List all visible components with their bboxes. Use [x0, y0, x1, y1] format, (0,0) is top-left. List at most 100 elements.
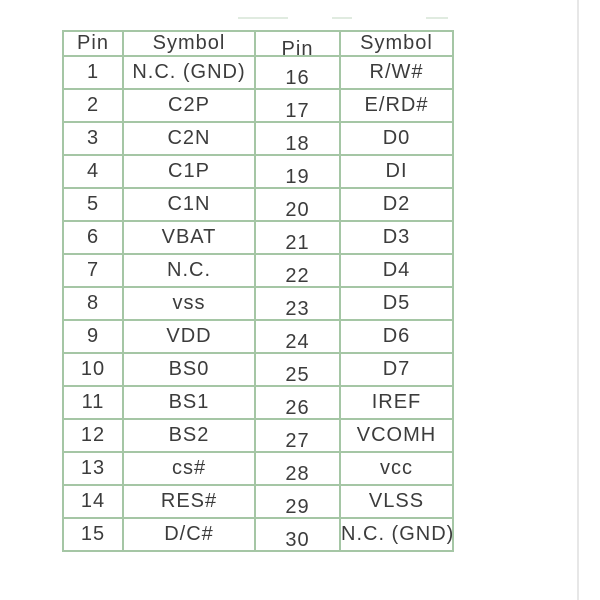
symbol-right-cell: E/RD# — [339, 88, 454, 123]
symbol-right: D3 — [382, 226, 411, 248]
table-row: 7 N.C. 22 D4 — [62, 253, 454, 288]
pin-number-right-cell: 21 — [254, 220, 341, 255]
cropped-table-remnant — [426, 17, 448, 19]
pin-number-right: 25 — [285, 364, 310, 386]
pin-number-right: 18 — [285, 133, 310, 155]
symbol-right: D0 — [382, 127, 411, 149]
table-row: 9 VDD 24 D6 — [62, 319, 454, 354]
symbol-left-cell: vss — [122, 286, 256, 321]
symbol-right: E/RD# — [364, 94, 429, 116]
table-row: 5 C1N 20 D2 — [62, 187, 454, 222]
symbol-left: vss — [172, 292, 206, 314]
symbol-right-cell: VLSS — [339, 484, 454, 519]
symbol-left-cell: N.C. (GND) — [122, 55, 256, 90]
pin-number-right-cell: 25 — [254, 352, 341, 387]
pin-number-right-cell: 20 — [254, 187, 341, 222]
pin-number-right-cell: 22 — [254, 253, 341, 288]
pin-number-right-cell: 28 — [254, 451, 341, 486]
symbol-left: cs# — [171, 457, 207, 479]
pin-number-left: 11 — [81, 391, 105, 413]
symbol-left: BS0 — [168, 358, 210, 380]
symbol-right: D7 — [382, 358, 411, 380]
pin-number-left: 2 — [86, 94, 100, 116]
pin-number-right: 28 — [285, 463, 310, 485]
header-pin-right-label: Pin — [281, 38, 314, 56]
pin-number-left-cell: 9 — [62, 319, 124, 354]
symbol-left-cell: D/C# — [122, 517, 256, 552]
symbol-right-cell: D4 — [339, 253, 454, 288]
pin-number-left-cell: 1 — [62, 55, 124, 90]
symbol-right-cell: D0 — [339, 121, 454, 156]
header-cell-symbol-left: Symbol — [122, 30, 256, 57]
pin-number-right: 17 — [285, 100, 310, 122]
pin-number-left-cell: 14 — [62, 484, 124, 519]
header-cell-pin-right: Pin — [254, 30, 341, 57]
pin-number-left-cell: 4 — [62, 154, 124, 189]
pin-number-left-cell: 12 — [62, 418, 124, 453]
pin-number-right: 20 — [285, 199, 310, 221]
page-edge-divider — [577, 0, 579, 600]
table-row: 8 vss 23 D5 — [62, 286, 454, 321]
symbol-left: BS1 — [168, 391, 210, 413]
table-row: 13 cs# 28 vcc — [62, 451, 454, 486]
table-row: 4 C1P 19 DI — [62, 154, 454, 189]
symbol-left: C1P — [168, 160, 210, 182]
pin-number-right-cell: 30 — [254, 517, 341, 552]
header-symbol-right-label: Symbol — [360, 32, 433, 54]
pin-number-left-cell: 3 — [62, 121, 124, 156]
pin-number-left-cell: 15 — [62, 517, 124, 552]
symbol-left: VDD — [166, 325, 212, 347]
table-row: 2 C2P 17 E/RD# — [62, 88, 454, 123]
table-row: 6 VBAT 21 D3 — [62, 220, 454, 255]
pin-number-right: 22 — [285, 265, 310, 287]
symbol-right-cell: D7 — [339, 352, 454, 387]
pin-number-left: 14 — [80, 490, 106, 512]
cropped-table-remnant — [332, 17, 352, 19]
header-cell-symbol-right: Symbol — [339, 30, 454, 57]
header-cell-pin-left: Pin — [62, 30, 124, 57]
symbol-left-cell: C2P — [122, 88, 256, 123]
pinout-table: Pin Symbol Pin Symbol 1 N.C. (GND) 16 R/W# 2… — [62, 30, 454, 552]
symbol-right: VLSS — [368, 490, 425, 512]
symbol-left: D/C# — [164, 523, 214, 545]
pin-number-left: 9 — [86, 325, 100, 347]
cropped-table-remnant — [238, 17, 288, 19]
symbol-right-cell: DI — [339, 154, 454, 189]
symbol-right-cell: D2 — [339, 187, 454, 222]
symbol-left: N.C. — [167, 259, 211, 281]
symbol-right-cell: vcc — [339, 451, 454, 486]
pin-number-left-cell: 11 — [62, 385, 124, 420]
pin-number-left-cell: 8 — [62, 286, 124, 321]
pin-number-right: 21 — [285, 232, 310, 254]
symbol-left-cell: N.C. — [122, 253, 256, 288]
symbol-left: C2N — [167, 127, 211, 149]
pin-number-right-cell: 24 — [254, 319, 341, 354]
symbol-right: D6 — [382, 325, 411, 347]
pin-number-right-cell: 19 — [254, 154, 341, 189]
symbol-left: N.C. (GND) — [132, 61, 246, 83]
pin-number-right: 27 — [285, 430, 310, 452]
pin-number-left-cell: 13 — [62, 451, 124, 486]
pin-number-right: 24 — [285, 331, 310, 353]
pin-number-right: 30 — [285, 529, 310, 551]
symbol-right-cell: R/W# — [339, 55, 454, 90]
pin-number-left: 3 — [86, 127, 100, 149]
pin-number-left-cell: 7 — [62, 253, 124, 288]
symbol-right: DI — [385, 160, 408, 182]
pin-number-right: 19 — [285, 166, 310, 188]
pin-number-left: 8 — [86, 292, 100, 314]
symbol-right: N.C. (GND) — [341, 523, 453, 545]
pinout-table-head: Pin Symbol Pin Symbol — [62, 30, 454, 57]
pin-number-left-cell: 2 — [62, 88, 124, 123]
header-row: Pin Symbol Pin Symbol — [62, 30, 454, 57]
header-symbol-left-label: Symbol — [152, 32, 226, 54]
pin-number-right-cell: 23 — [254, 286, 341, 321]
pin-number-right-cell: 26 — [254, 385, 341, 420]
symbol-left-cell: C2N — [122, 121, 256, 156]
symbol-left-cell: VDD — [122, 319, 256, 354]
table-row: 3 C2N 18 D0 — [62, 121, 454, 156]
pin-number-left: 10 — [80, 358, 106, 380]
pin-number-left: 1 — [86, 61, 100, 83]
table-row: 10 BS0 25 D7 — [62, 352, 454, 387]
